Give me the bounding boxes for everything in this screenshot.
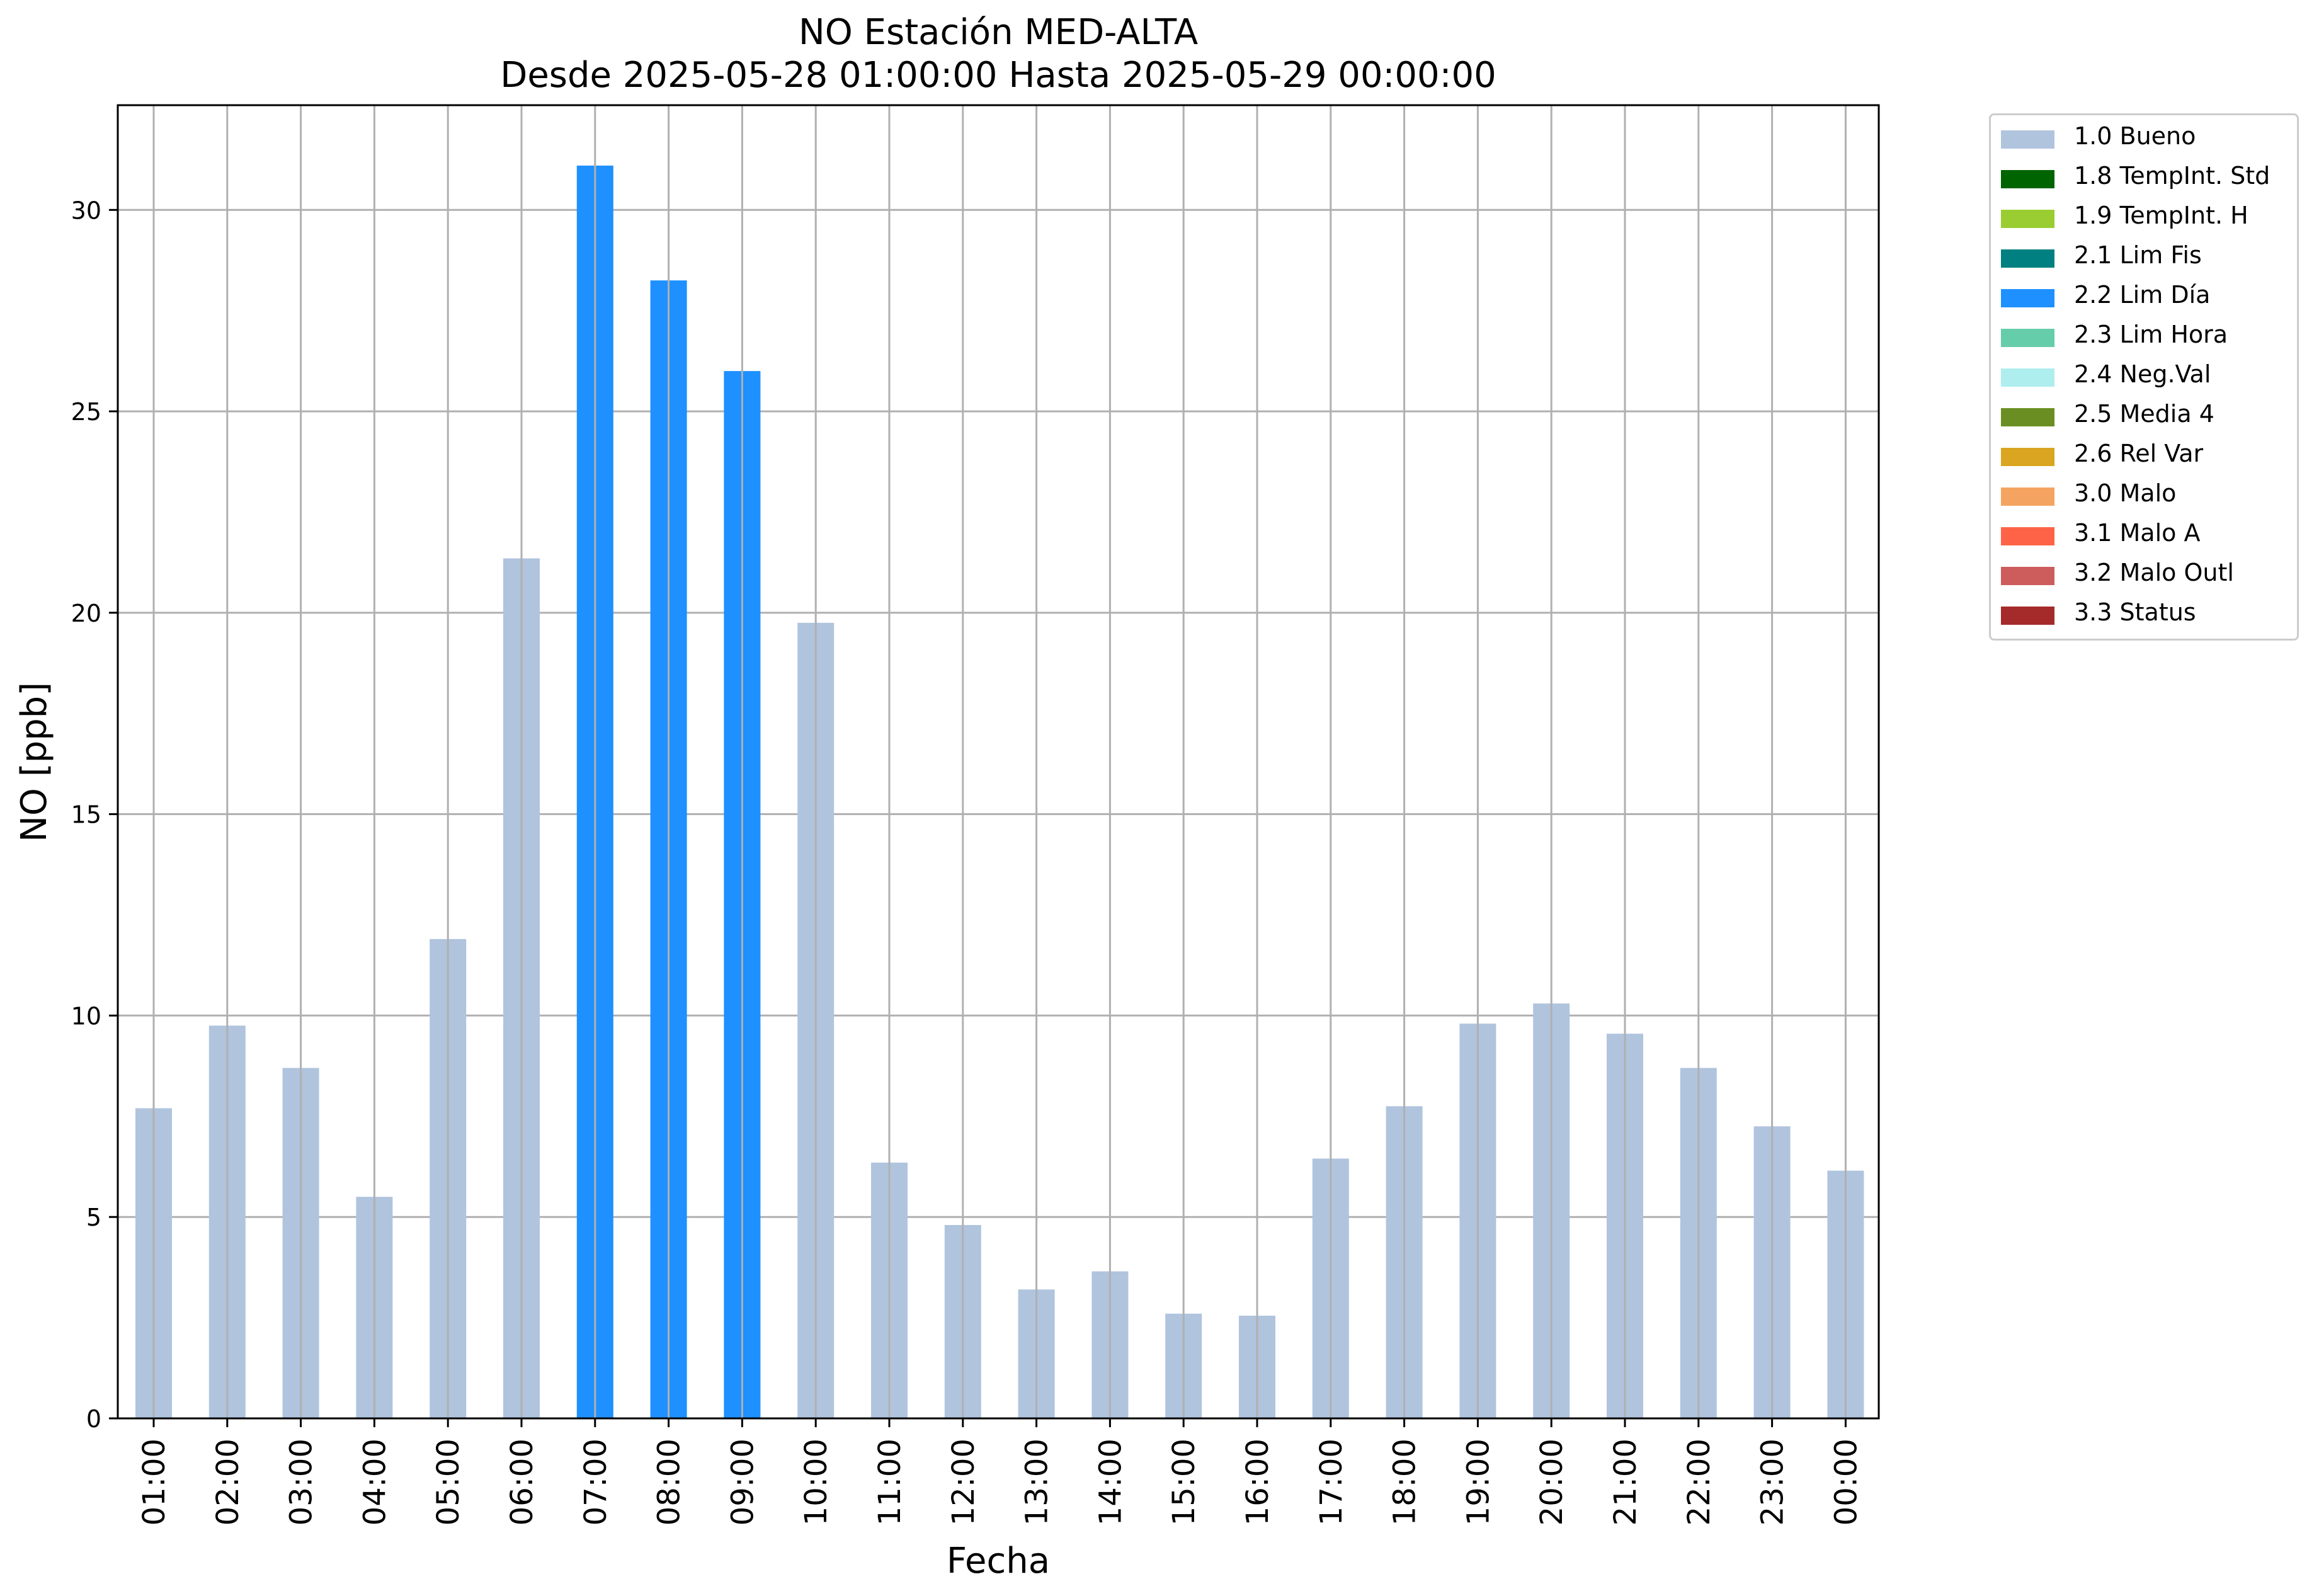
legend-label: 3.2 Malo Outl xyxy=(2074,559,2234,586)
legend-item: 3.3 Status xyxy=(1991,595,2297,634)
x-tick-label: 08:00 xyxy=(652,1439,687,1525)
legend-swatch xyxy=(2001,567,2054,585)
legend-label: 3.3 Status xyxy=(2074,598,2196,626)
plot-frame xyxy=(117,104,1880,1420)
x-axis-label: Fecha xyxy=(947,1541,1050,1582)
x-tick-label: 21:00 xyxy=(1608,1439,1643,1525)
y-tick-label: 5 xyxy=(86,1204,101,1231)
bars xyxy=(135,165,1864,1419)
x-tick-label: 20:00 xyxy=(1534,1439,1570,1525)
legend-item: 2.6 Rel Var xyxy=(1991,436,2297,476)
legend-swatch xyxy=(2001,487,2054,506)
legend-label: 2.4 Neg.Val xyxy=(2074,360,2211,388)
legend-item: 1.9 TempInt. H xyxy=(1991,198,2297,237)
legend-label: 1.9 TempInt. H xyxy=(2074,202,2248,229)
legend-item: 1.8 TempInt. Std xyxy=(1991,158,2297,198)
vertical-grid-lines xyxy=(152,105,1847,1418)
x-tick-label: 16:00 xyxy=(1240,1439,1275,1525)
y-tick-label: 15 xyxy=(71,801,101,829)
y-tick-label: 30 xyxy=(71,197,101,224)
x-tick-label: 07:00 xyxy=(578,1439,613,1525)
legend-swatch xyxy=(2001,329,2054,347)
legend-swatch xyxy=(2001,408,2054,426)
x-tick-label: 15:00 xyxy=(1166,1439,1202,1525)
x-tick-label: 05:00 xyxy=(431,1439,466,1525)
x-ticks: 01:00 02:00 03:00 04:00 05:00 06:00 07:00 08:00… xyxy=(137,1418,1864,1525)
x-tick-label: 17:00 xyxy=(1314,1439,1349,1525)
x-tick-label: 10:00 xyxy=(799,1439,834,1525)
legend-swatch xyxy=(2001,170,2054,188)
legend-item: 2.2 Lim Día xyxy=(1991,277,2297,317)
legend-label: 2.2 Lim Día xyxy=(2074,281,2211,309)
x-tick-label: 04:00 xyxy=(357,1439,392,1525)
legend-label: 2.5 Media 4 xyxy=(2074,400,2214,428)
x-tick-label: 02:00 xyxy=(210,1439,246,1525)
legend-swatch xyxy=(2001,607,2054,625)
legend-label: 2.3 Lim Hora xyxy=(2074,321,2228,348)
legend-item: 3.1 Malo A xyxy=(1991,515,2297,555)
x-tick-label: 00:00 xyxy=(1828,1439,1864,1525)
legend-swatch xyxy=(2001,368,2054,387)
legend-label: 2.6 Rel Var xyxy=(2074,440,2204,467)
legend-swatch xyxy=(2001,289,2054,307)
legend-swatch xyxy=(2001,210,2054,228)
x-tick-label: 13:00 xyxy=(1020,1439,1055,1525)
x-tick-label: 22:00 xyxy=(1682,1439,1717,1525)
legend-label: 3.1 Malo A xyxy=(2074,519,2201,547)
x-tick-label: 12:00 xyxy=(946,1439,981,1525)
x-tick-label: 18:00 xyxy=(1387,1439,1423,1525)
x-tick-label: 03:00 xyxy=(284,1439,319,1525)
y-ticks: 0 5 10 15 20 25 30 xyxy=(71,197,118,1433)
y-tick-label: 25 xyxy=(71,398,101,426)
legend-label: 1.0 Bueno xyxy=(2074,122,2196,150)
legend-swatch xyxy=(2001,130,2054,149)
y-tick-label: 20 xyxy=(71,600,101,627)
legend: 1.0 Bueno 1.8 TempInt. Std 1.9 TempInt. H 2… xyxy=(1989,113,2299,641)
y-tick-label: 0 xyxy=(86,1405,101,1433)
y-axis-label: NO [ppb] xyxy=(14,682,55,842)
legend-label: 3.0 Malo xyxy=(2074,479,2177,507)
legend-label: 1.8 TempInt. Std xyxy=(2074,162,2271,190)
x-tick-label: 23:00 xyxy=(1755,1439,1791,1525)
x-tick-label: 01:00 xyxy=(137,1439,172,1525)
legend-item: 1.0 Bueno xyxy=(1991,118,2297,158)
chart-title: NO Estación MED-ALTA xyxy=(799,12,1198,53)
legend-swatch xyxy=(2001,249,2054,268)
legend-item: 3.2 Malo Outl xyxy=(1991,555,2297,595)
legend-item: 2.4 Neg.Val xyxy=(1991,356,2297,396)
x-tick-label: 14:00 xyxy=(1093,1439,1128,1525)
grid-lines xyxy=(118,208,1879,1420)
x-tick-label: 11:00 xyxy=(872,1439,908,1525)
x-tick-label: 06:00 xyxy=(504,1439,540,1525)
y-tick-label: 10 xyxy=(71,1002,101,1030)
legend-item: 2.5 Media 4 xyxy=(1991,396,2297,436)
legend-swatch xyxy=(2001,527,2054,545)
legend-label: 2.1 Lim Fis xyxy=(2074,241,2202,269)
legend-item: 2.1 Lim Fis xyxy=(1991,237,2297,277)
chart-subtitle: Desde 2025-05-28 01:00:00 Hasta 2025-05-… xyxy=(500,55,1496,96)
x-tick-label: 09:00 xyxy=(725,1439,760,1525)
legend-swatch xyxy=(2001,448,2054,466)
x-tick-label: 19:00 xyxy=(1461,1439,1496,1525)
legend-item: 2.3 Lim Hora xyxy=(1991,317,2297,356)
legend-item: 3.0 Malo xyxy=(1991,476,2297,515)
